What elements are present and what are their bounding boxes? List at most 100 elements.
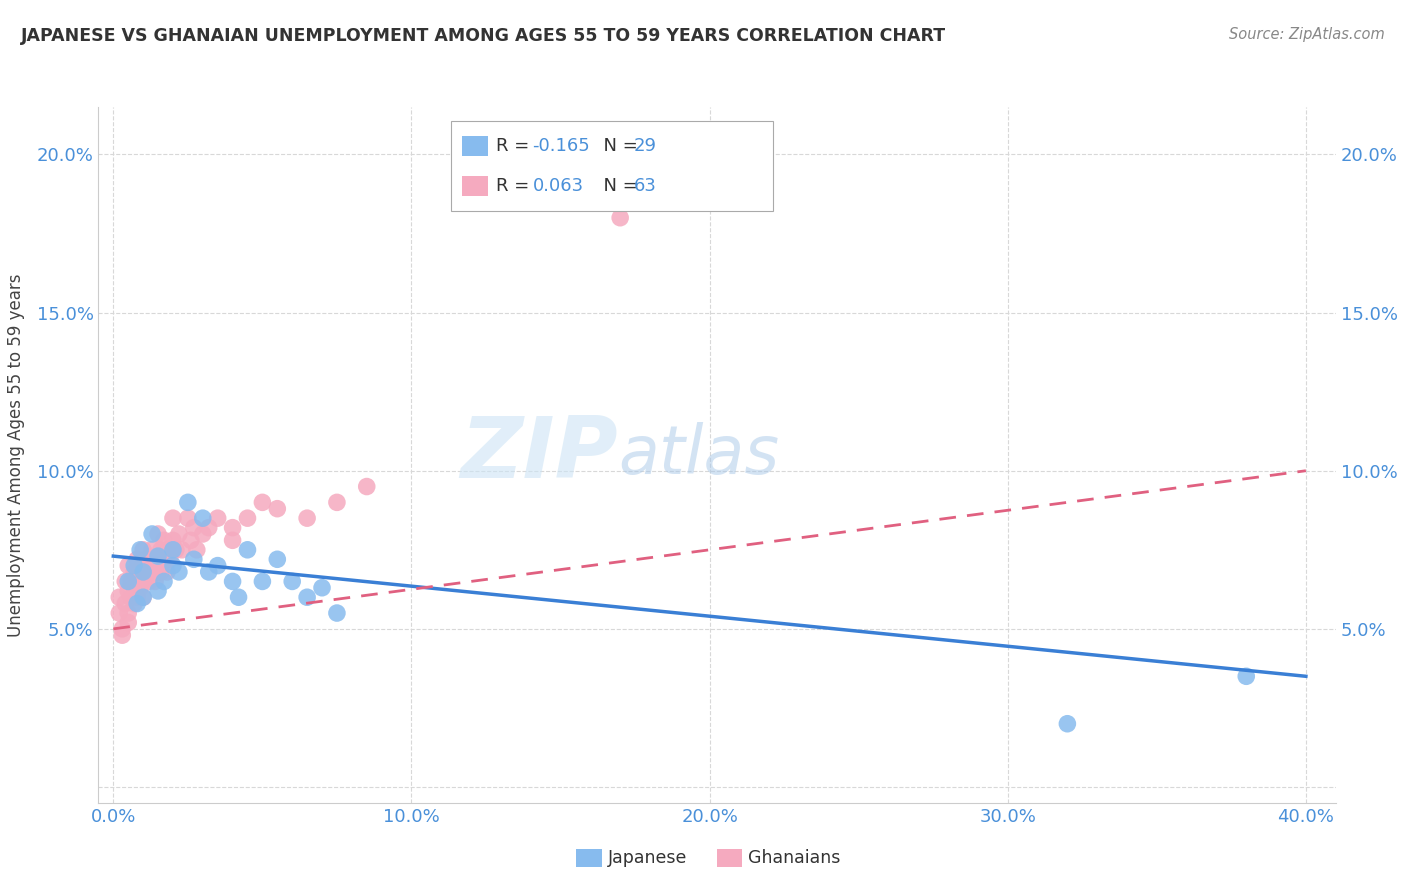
Point <box>356 479 378 493</box>
Text: Source: ZipAtlas.com: Source: ZipAtlas.com <box>1229 27 1385 42</box>
Point <box>127 597 149 611</box>
Point <box>146 583 169 598</box>
Point <box>153 574 176 589</box>
Point <box>138 558 160 573</box>
Point <box>266 552 288 566</box>
Point <box>326 495 349 509</box>
Point <box>146 549 169 563</box>
Text: R =: R = <box>496 178 536 195</box>
Y-axis label: Unemployment Among Ages 55 to 59 years: Unemployment Among Ages 55 to 59 years <box>7 273 25 637</box>
Text: N =: N = <box>592 137 643 155</box>
Point <box>1234 669 1257 683</box>
Point <box>170 542 193 557</box>
Point <box>228 591 250 605</box>
Point <box>207 511 229 525</box>
Point <box>135 552 157 566</box>
Point <box>221 574 243 589</box>
Point <box>162 542 184 557</box>
Point <box>609 211 631 225</box>
Point <box>165 542 187 557</box>
Point <box>122 581 145 595</box>
Text: R =: R = <box>496 137 536 155</box>
Point <box>153 552 176 566</box>
Point <box>156 542 179 557</box>
Point <box>295 591 318 605</box>
Text: 0.063: 0.063 <box>533 178 583 195</box>
Point <box>120 574 142 589</box>
Point <box>159 552 181 566</box>
Point <box>129 542 152 557</box>
Point <box>177 511 200 525</box>
Point <box>122 558 145 573</box>
Point <box>252 495 274 509</box>
Point <box>146 549 169 563</box>
Point <box>141 527 163 541</box>
Point <box>177 495 200 509</box>
Point <box>180 533 202 548</box>
Point <box>143 574 166 589</box>
Text: 63: 63 <box>634 178 657 195</box>
Point <box>207 558 229 573</box>
Point <box>117 583 139 598</box>
Point <box>120 591 142 605</box>
Point <box>146 565 169 579</box>
Point <box>150 542 173 557</box>
Point <box>117 558 139 573</box>
Point <box>143 552 166 566</box>
Text: ZIP: ZIP <box>460 413 619 497</box>
Point <box>127 591 149 605</box>
Point <box>162 511 184 525</box>
Point <box>221 533 243 548</box>
Point <box>295 511 318 525</box>
Text: JAPANESE VS GHANAIAN UNEMPLOYMENT AMONG AGES 55 TO 59 YEARS CORRELATION CHART: JAPANESE VS GHANAIAN UNEMPLOYMENT AMONG … <box>21 27 946 45</box>
Point <box>132 565 155 579</box>
Point <box>122 565 145 579</box>
Point <box>114 574 136 589</box>
Point <box>153 533 176 548</box>
Point <box>167 565 190 579</box>
Point <box>236 542 259 557</box>
Point <box>111 622 134 636</box>
Point <box>138 574 160 589</box>
Point <box>127 574 149 589</box>
Point <box>311 581 333 595</box>
Point <box>156 565 179 579</box>
Point <box>135 565 157 579</box>
Point <box>117 606 139 620</box>
Point <box>197 521 219 535</box>
Point <box>221 521 243 535</box>
Point <box>132 558 155 573</box>
Point <box>127 552 149 566</box>
Point <box>186 542 208 557</box>
Point <box>117 574 139 589</box>
Point <box>236 511 259 525</box>
Point <box>183 521 205 535</box>
Point <box>266 501 288 516</box>
Text: N =: N = <box>592 178 643 195</box>
Point <box>252 574 274 589</box>
Point <box>197 565 219 579</box>
Point <box>132 591 155 605</box>
Point <box>122 597 145 611</box>
Point <box>191 527 214 541</box>
Point <box>167 527 190 541</box>
Point <box>146 527 169 541</box>
Point <box>326 606 349 620</box>
Text: Japanese: Japanese <box>607 849 686 867</box>
Text: Ghanaians: Ghanaians <box>748 849 841 867</box>
Point <box>114 597 136 611</box>
Point <box>108 606 131 620</box>
Point <box>108 591 131 605</box>
Point <box>117 615 139 630</box>
Point <box>1056 716 1078 731</box>
Point <box>162 558 184 573</box>
Point <box>141 565 163 579</box>
Point <box>281 574 304 589</box>
Point <box>132 574 155 589</box>
Point <box>150 565 173 579</box>
Point <box>111 628 134 642</box>
Text: atlas: atlas <box>619 422 779 488</box>
Point <box>132 591 155 605</box>
Point <box>129 565 152 579</box>
Point <box>191 511 214 525</box>
